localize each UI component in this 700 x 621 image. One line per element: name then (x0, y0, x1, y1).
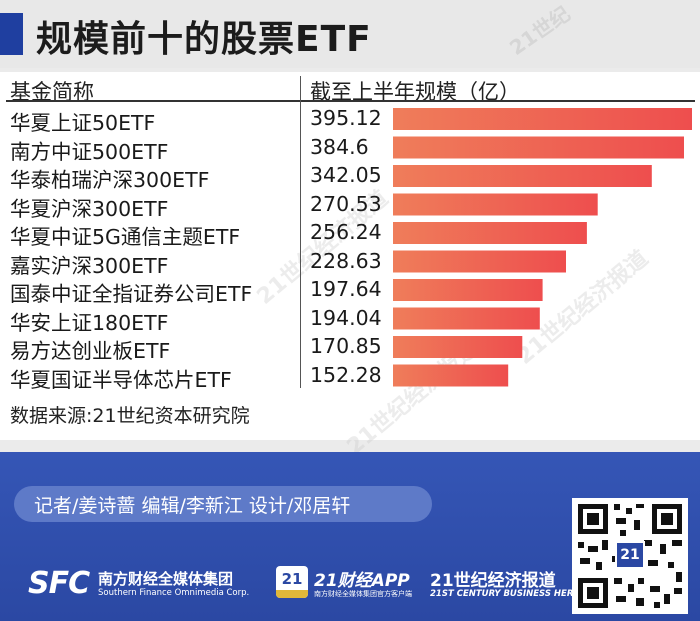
app-name: 21财经APP (314, 571, 410, 591)
source-note: 数据来源:21世纪资本研究院 (10, 405, 250, 427)
title-accent-bar (0, 13, 23, 55)
bar-10 (393, 364, 509, 387)
column-divider (300, 76, 301, 388)
herald-name-cn: 21世纪经济报道 (430, 571, 556, 591)
row-value: 395.12 (310, 106, 382, 130)
row-name: 国泰中证全指证券公司ETF (10, 282, 253, 306)
row-name: 嘉实沪深300ETF (10, 253, 169, 278)
row-name: 华夏沪深300ETF (10, 196, 169, 221)
row-name: 南方中证500ETF (10, 139, 169, 164)
title-bar: 规模前十的股票ETF 21世纪 (0, 0, 700, 68)
bar-9 (393, 336, 523, 358)
row-name: 华夏上证50ETF (10, 111, 156, 135)
row-value: 197.64 (310, 277, 382, 301)
sfc-name-cn: 南方财经全媒体集团 (98, 570, 234, 588)
sfc-name-en: Southern Finance Omnimedia Corp. (98, 588, 250, 598)
row-name: 华夏国证半导体芯片ETF (10, 367, 232, 392)
row-value: 270.53 (310, 191, 382, 216)
row-value: 256.24 (310, 220, 382, 244)
bar-5 (393, 222, 587, 244)
bar-group (393, 108, 692, 387)
row-value: 194.04 (310, 305, 382, 330)
row-value: 170.85 (310, 334, 382, 358)
qr-code[interactable] (572, 498, 688, 614)
row-value: 342.05 (310, 163, 382, 187)
row-name: 华安上证180ETF (10, 310, 169, 335)
bar-3 (393, 165, 652, 187)
sfc-logo: SFC (28, 566, 90, 601)
bar-7 (393, 279, 543, 301)
chart-card (0, 72, 700, 440)
app-subtitle: 南方财经全媒体集团官方客户端 (314, 590, 412, 598)
herald-name-en: 21ST CENTURY BUSINESS HERALD (430, 589, 593, 599)
qr-center-badge: 21 (615, 541, 645, 569)
bar-4 (393, 193, 598, 216)
bar-2 (393, 136, 684, 159)
row-name: 易方达创业板ETF (10, 339, 171, 363)
row-name: 华泰柏瑞沪深300ETF (10, 168, 210, 192)
credits-pill (14, 486, 432, 522)
app-badge-strip (276, 590, 308, 598)
row-value: 152.28 (310, 362, 382, 387)
row-value: 228.63 (310, 248, 382, 273)
header-divider (6, 100, 695, 102)
row-name: 华夏中证5G通信主题ETF (10, 225, 241, 249)
page-title: 规模前十的股票ETF (36, 19, 372, 60)
credits-text: 记者/姜诗蔷 编辑/李新江 设计/邓居轩 (34, 495, 351, 517)
bar-6 (393, 250, 566, 273)
row-value: 384.6 (310, 134, 369, 159)
bar-8 (393, 307, 540, 330)
bar-1 (393, 108, 692, 130)
